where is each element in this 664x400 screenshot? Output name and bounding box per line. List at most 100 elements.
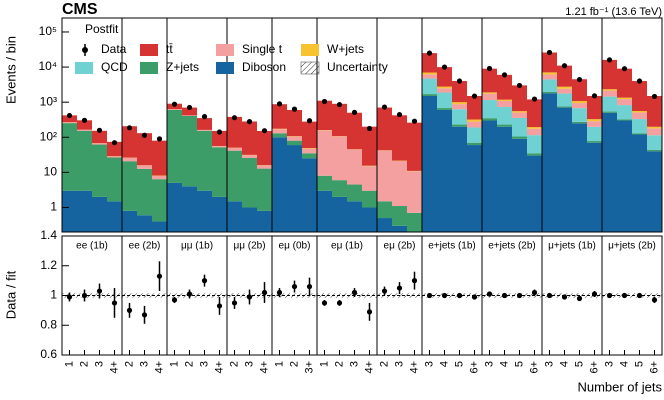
data-point bbox=[336, 101, 343, 108]
histogram-segment bbox=[302, 148, 317, 149]
histogram-segment bbox=[437, 108, 452, 110]
legend-label: Uncertainty bbox=[327, 60, 388, 74]
data-point bbox=[186, 104, 193, 111]
histogram-segment bbox=[212, 130, 227, 146]
channel-label: ee (1b) bbox=[76, 241, 108, 252]
x-tick-label: 3 bbox=[483, 361, 495, 367]
histogram-segment bbox=[152, 175, 167, 180]
histogram-segment bbox=[482, 93, 497, 101]
x-tick-label: 1 bbox=[63, 361, 75, 367]
histogram-segment bbox=[122, 126, 137, 158]
histogram-segment bbox=[602, 59, 617, 90]
histogram-segment bbox=[632, 112, 647, 120]
x-tick-label: 4+ bbox=[258, 361, 270, 374]
histogram-segment bbox=[287, 110, 302, 137]
legend-swatch bbox=[140, 62, 158, 74]
data-point bbox=[396, 111, 403, 118]
histogram-segment bbox=[212, 146, 227, 148]
x-tick-label: 2 bbox=[123, 361, 135, 367]
histogram-segment bbox=[452, 126, 467, 232]
legend-label: Diboson bbox=[242, 60, 286, 74]
histogram-segment bbox=[542, 79, 557, 92]
histogram-segment bbox=[557, 65, 572, 87]
histogram-segment bbox=[272, 104, 287, 129]
data-point bbox=[321, 98, 328, 105]
histogram-segment bbox=[497, 74, 512, 100]
histogram-segment bbox=[392, 160, 407, 207]
data-point bbox=[291, 106, 298, 112]
ratio-point bbox=[591, 291, 598, 297]
histogram-segment bbox=[152, 221, 167, 232]
ratio-point bbox=[141, 312, 148, 318]
ratio-point bbox=[306, 283, 313, 290]
lumi-label: 1.21 fb⁻¹ (13.6 TeV) bbox=[565, 6, 662, 18]
histogram-segment bbox=[92, 143, 107, 145]
data-point bbox=[426, 50, 433, 56]
histogram-segment bbox=[302, 153, 317, 159]
histogram-segment bbox=[422, 95, 437, 232]
histogram-segment bbox=[197, 118, 212, 130]
histogram-segment bbox=[467, 119, 482, 122]
histogram-segment bbox=[107, 156, 122, 158]
histogram-segment bbox=[527, 127, 542, 129]
histogram-segment bbox=[452, 81, 467, 103]
histogram-segment bbox=[317, 190, 332, 232]
histogram-segment bbox=[422, 78, 437, 95]
histogram-segment bbox=[497, 106, 512, 125]
data-point bbox=[411, 118, 418, 124]
histogram-segment bbox=[62, 190, 77, 232]
ratio-point bbox=[231, 300, 238, 306]
histogram-segment bbox=[167, 109, 182, 110]
ratio-point bbox=[606, 292, 613, 299]
histogram-segment bbox=[437, 88, 452, 93]
data-point bbox=[261, 128, 268, 134]
histogram-segment bbox=[272, 129, 287, 134]
ratio-y-tick-label: 0.6 bbox=[40, 347, 57, 361]
channel-label: μμ (2b) bbox=[233, 241, 265, 252]
histogram-segment bbox=[347, 149, 362, 185]
data-point bbox=[231, 115, 238, 121]
histogram-segment bbox=[482, 118, 497, 121]
histogram-segment bbox=[362, 126, 377, 166]
data-point bbox=[111, 140, 118, 146]
ratio-point bbox=[471, 294, 478, 300]
histogram-segment bbox=[92, 130, 107, 144]
legend-swatch bbox=[216, 62, 234, 74]
data-point bbox=[381, 104, 388, 110]
ratio-point bbox=[261, 289, 268, 296]
histogram-segment bbox=[302, 158, 317, 232]
histogram-segment bbox=[242, 121, 257, 155]
channel-label: μμ (1b) bbox=[181, 241, 213, 252]
histogram-segment bbox=[557, 88, 572, 94]
legend-label: QCD bbox=[101, 60, 128, 74]
x-tick-label: 4+ bbox=[363, 361, 375, 374]
histogram-segment bbox=[332, 136, 347, 181]
histogram-segment bbox=[182, 186, 197, 232]
ratio-point bbox=[96, 288, 103, 294]
histogram-segment bbox=[617, 97, 632, 100]
ratio-point bbox=[216, 303, 223, 309]
histogram-segment bbox=[62, 122, 77, 124]
x-tick-label: 2 bbox=[78, 361, 90, 367]
histogram-segment bbox=[137, 168, 152, 216]
histogram-segment bbox=[512, 112, 527, 118]
histogram-segment bbox=[377, 150, 392, 202]
ratio-point bbox=[321, 300, 328, 306]
ratio-point bbox=[546, 292, 553, 299]
x-tick-label: 2 bbox=[288, 361, 300, 367]
data-point bbox=[606, 57, 613, 63]
ratio-point bbox=[426, 292, 433, 299]
histogram-segment bbox=[377, 201, 392, 219]
histogram-segment bbox=[602, 90, 617, 97]
histogram-segment bbox=[512, 85, 527, 112]
histogram-segment bbox=[242, 207, 257, 232]
x-tick-label: 2 bbox=[333, 361, 345, 367]
histogram-segment bbox=[242, 157, 257, 208]
histogram-segment bbox=[542, 74, 557, 80]
histogram-segment bbox=[77, 190, 92, 232]
ratio-point bbox=[501, 292, 508, 299]
histogram-segment bbox=[62, 115, 77, 123]
histogram-segment bbox=[587, 95, 602, 120]
data-point bbox=[651, 93, 658, 100]
